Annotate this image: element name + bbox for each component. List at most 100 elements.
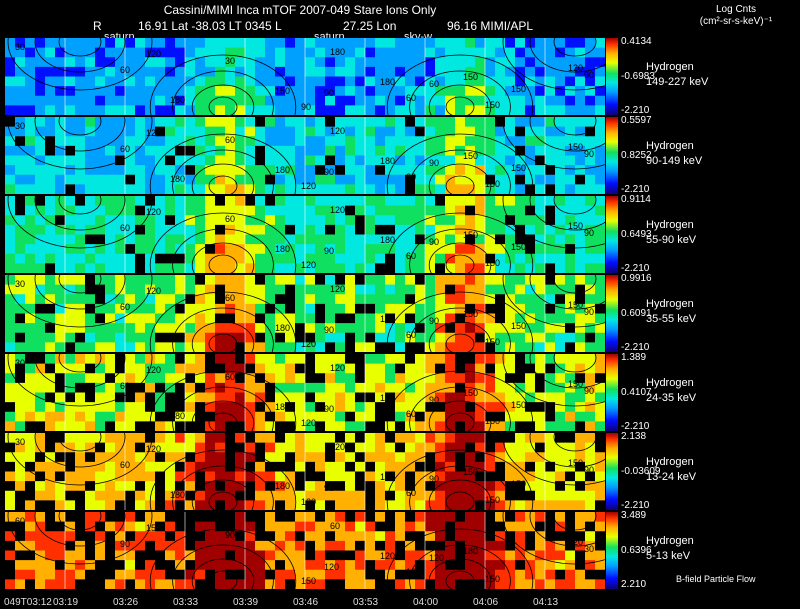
- heatmap-cell: [545, 421, 556, 431]
- heatmap-cell: [25, 392, 36, 403]
- heatmap-cell: [155, 481, 166, 492]
- heatmap-cell: [135, 560, 146, 571]
- heatmap-cell: [105, 452, 116, 463]
- heatmap-cell: [265, 342, 276, 352]
- heatmap-cell: [265, 174, 276, 185]
- heatmap-cell: [525, 155, 536, 166]
- heatmap-cell: [215, 382, 226, 393]
- heatmap-cell: [105, 461, 116, 472]
- contour-label: 120: [146, 365, 161, 375]
- heatmap-cell: [595, 490, 605, 501]
- heatmap-cell: [95, 184, 106, 194]
- heatmap-cell: [125, 433, 136, 444]
- heatmap-cell: [25, 540, 36, 551]
- pitch-angle-contour: [386, 449, 534, 510]
- heatmap-cell: [75, 165, 86, 176]
- heatmap-cell: [215, 490, 226, 501]
- heatmap-cell: [415, 490, 426, 501]
- heatmap-cell: [475, 234, 486, 245]
- heatmap-cell: [355, 531, 366, 542]
- heatmap-cell: [125, 531, 136, 542]
- heatmap-cell: [215, 512, 226, 523]
- heatmap-cell: [395, 105, 406, 115]
- heatmap-cell: [505, 205, 516, 216]
- heatmap-cell: [495, 411, 506, 422]
- heatmap-cell: [345, 560, 356, 571]
- heatmap-cell: [245, 433, 256, 444]
- heatmap-cell: [285, 136, 296, 147]
- heatmap-cell: [205, 136, 216, 147]
- heatmap-cell: [55, 263, 66, 273]
- heatmap-cell: [165, 234, 176, 245]
- heatmap-cell: [85, 442, 96, 453]
- heatmap-cell: [545, 165, 556, 176]
- heatmap-cell: [325, 363, 336, 374]
- heatmap-cell: [165, 196, 176, 207]
- heatmap-cell: [295, 66, 306, 77]
- heatmap-cell: [595, 126, 605, 137]
- heatmap-cell: [515, 382, 526, 393]
- heatmap-cell: [565, 275, 576, 286]
- heatmap-cell: [185, 76, 196, 87]
- contour-label: 90: [429, 395, 439, 405]
- heatmap-cell: [495, 234, 506, 245]
- contour-label: 180: [170, 253, 185, 263]
- contour-label: 60: [406, 330, 416, 340]
- heatmap-cell: [475, 184, 486, 194]
- heatmap-cell: [465, 155, 476, 166]
- heatmap-cell: [195, 560, 206, 571]
- heatmap-cell: [95, 224, 106, 235]
- heatmap-cell: [235, 38, 246, 49]
- heatmap-cell: [355, 392, 366, 403]
- heatmap-cell: [345, 145, 356, 156]
- heatmap-cell: [505, 373, 516, 384]
- heatmap-cell: [165, 253, 176, 264]
- heatmap-cell: [275, 86, 286, 97]
- heatmap-cell: [315, 66, 326, 77]
- heatmap-cell: [555, 354, 566, 365]
- heatmap-cell: [245, 38, 256, 49]
- heatmap-cell: [555, 174, 566, 185]
- heatmap-cell: [255, 579, 266, 589]
- heatmap-cell: [515, 354, 526, 365]
- heatmap-cell: [215, 531, 226, 542]
- heatmap-cell: [265, 284, 276, 295]
- heatmap-cell: [415, 136, 426, 147]
- heatmap-cell: [555, 303, 566, 314]
- heatmap-cell: [75, 560, 86, 571]
- heatmap-cell: [375, 521, 386, 532]
- heatmap-cell: [585, 442, 596, 453]
- heatmap-cell: [85, 275, 96, 286]
- heatmap-cell: [555, 323, 566, 334]
- pitch-angle-contour: [428, 242, 492, 273]
- heatmap-cell: [455, 402, 466, 413]
- heatmap-cell: [195, 303, 206, 314]
- heatmap-cell: [95, 411, 106, 422]
- heatmap-cell: [465, 205, 476, 216]
- heatmap-cell: [445, 234, 456, 245]
- heatmap-cell: [145, 332, 156, 343]
- heatmap-cell: [205, 433, 216, 444]
- heatmap-cell: [505, 531, 516, 542]
- heatmap-cell: [385, 421, 396, 431]
- heatmap-cell: [535, 95, 546, 106]
- heatmap-cell: [245, 184, 256, 194]
- heatmap-cell: [35, 136, 46, 147]
- heatmap-cell: [315, 184, 326, 194]
- heatmap-cell: [435, 275, 446, 286]
- heatmap-cell: [285, 521, 296, 532]
- heatmap-cell: [475, 263, 486, 273]
- heatmap-cell: [105, 342, 116, 352]
- heatmap-cell: [495, 47, 506, 58]
- heatmap-cell: [285, 500, 296, 510]
- heatmap-cell: [185, 363, 196, 374]
- heatmap-cell: [535, 421, 546, 431]
- heatmap-cell: [65, 224, 76, 235]
- heatmap-cell: [295, 402, 306, 413]
- heatmap-cell: [215, 155, 226, 166]
- heatmap-cell: [525, 411, 536, 422]
- heatmap-cell: [305, 402, 316, 413]
- heatmap-cell: [5, 411, 16, 422]
- heatmap-cell: [505, 550, 516, 561]
- heatmap-cell: [455, 411, 466, 422]
